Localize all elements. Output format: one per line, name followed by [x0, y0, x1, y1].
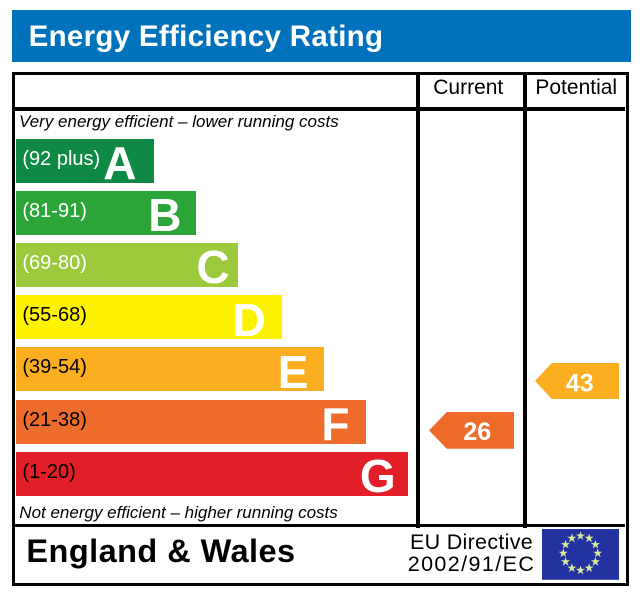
- svg-text:26: 26: [463, 418, 491, 446]
- svg-text:43: 43: [566, 369, 594, 397]
